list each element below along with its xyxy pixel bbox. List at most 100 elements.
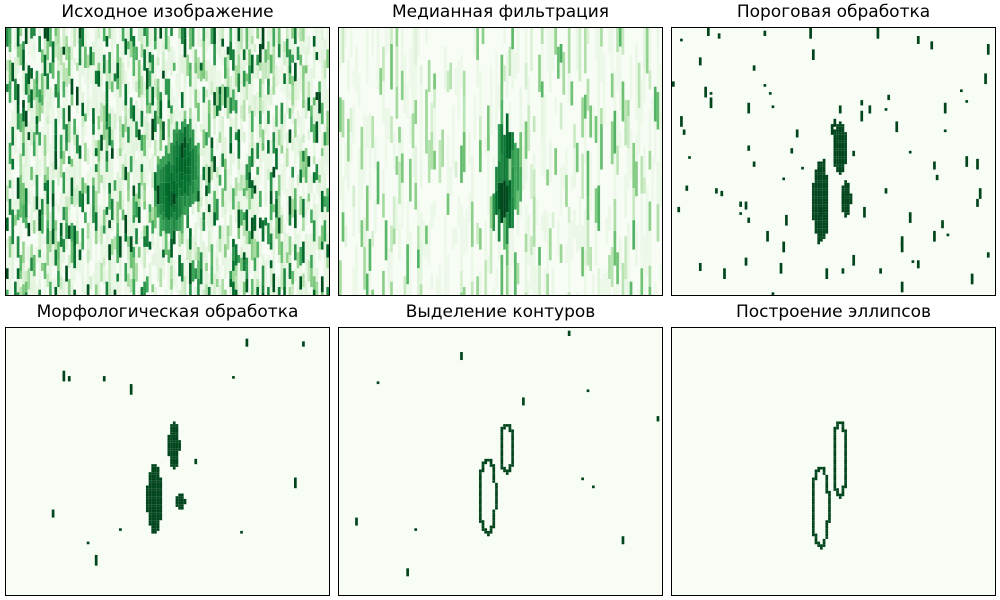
ellipse-outline-cell	[820, 466, 823, 470]
heatmap-cell	[226, 86, 230, 98]
heatmap-cell	[465, 209, 469, 253]
heatmap-cell	[830, 124, 834, 135]
heatmap-cell	[473, 28, 477, 55]
heatmap-cell	[218, 70, 222, 87]
heatmap-cell	[269, 36, 273, 55]
heatmap-cell	[253, 286, 257, 295]
heatmap-cell	[156, 185, 160, 205]
heatmap-cell	[224, 57, 227, 79]
heatmap-cell	[65, 68, 68, 87]
heatmap-cell	[248, 105, 251, 114]
heatmap-cell	[189, 118, 192, 138]
heatmap-cell	[460, 270, 463, 293]
heatmap-cell	[151, 254, 155, 266]
heatmap-cell	[172, 268, 176, 287]
heatmap-cell	[272, 273, 276, 293]
heatmap-cell	[627, 281, 630, 295]
heatmap-cell	[820, 206, 823, 210]
heatmap-cell	[435, 276, 439, 295]
heatmap-cell	[643, 177, 646, 194]
heatmap-frame	[5, 327, 330, 596]
heatmap-cell	[175, 156, 179, 175]
heatmap-cell	[285, 140, 289, 149]
heatmap-cell	[285, 57, 289, 79]
heatmap-cell	[272, 228, 276, 250]
heatmap-cell	[167, 437, 171, 441]
ellipse-outline-cell	[844, 480, 847, 483]
heatmap-cell	[318, 174, 321, 183]
heatmap-cell	[11, 89, 15, 103]
heatmap-cell	[154, 97, 157, 111]
heatmap-cell	[430, 102, 434, 133]
heatmap-cell	[302, 121, 305, 135]
heatmap-cell	[127, 126, 130, 143]
heatmap-cell	[535, 265, 539, 293]
heatmap-cell	[207, 84, 211, 101]
heatmap-cell	[148, 496, 152, 499]
heatmap-cell	[183, 498, 187, 502]
heatmap-cell	[310, 254, 313, 269]
heatmap-cell	[189, 137, 192, 151]
heatmap-cell	[234, 132, 238, 141]
heatmap-cell	[323, 145, 327, 162]
heatmap-cell	[841, 124, 845, 127]
heatmap-cell	[178, 230, 181, 247]
heatmap-cell	[172, 260, 176, 269]
heatmap-cell	[127, 260, 130, 274]
heatmap-cell	[933, 161, 936, 170]
heatmap-cell	[59, 204, 63, 223]
heatmap-cell	[8, 276, 12, 287]
heatmap-cell	[310, 89, 313, 106]
heatmap-cell	[264, 118, 268, 135]
ellipse-outline-cell	[833, 426, 837, 430]
heatmap-cell	[124, 214, 128, 234]
ellipse-outline-cell	[511, 429, 514, 433]
heatmap-cell	[35, 70, 39, 85]
heatmap-cell	[841, 161, 845, 165]
ellipse-outline-cell	[841, 426, 845, 430]
heatmap-cell	[820, 222, 823, 226]
heatmap-cell	[156, 252, 160, 263]
heatmap-cell	[197, 174, 200, 191]
heatmap-cell	[554, 97, 558, 114]
heatmap-cell	[121, 124, 125, 138]
heatmap-cell	[178, 38, 181, 58]
heatmap-cell	[186, 228, 190, 239]
heatmap-cell	[178, 196, 181, 218]
heatmap-cell	[242, 70, 246, 87]
heatmap-cell	[302, 273, 305, 287]
heatmap-cell	[159, 249, 163, 269]
heatmap-cell	[108, 153, 111, 170]
heatmap-cell	[567, 206, 571, 223]
heatmap-cell	[280, 262, 284, 271]
heatmap-cell	[156, 116, 160, 125]
ellipse-outline-cell	[495, 485, 498, 489]
ellipse-outline-cell	[825, 474, 829, 478]
heatmap-cell	[151, 520, 155, 523]
heatmap-cell	[811, 196, 815, 199]
heatmap-cell	[92, 185, 95, 205]
heatmap-cell	[137, 182, 141, 199]
heatmap-cell	[191, 252, 195, 261]
heatmap-cell	[302, 108, 305, 122]
heatmap-cell	[256, 100, 260, 114]
heatmap-cell	[825, 204, 829, 207]
heatmap-cell	[294, 188, 297, 210]
ellipse-outline-cell	[503, 426, 506, 430]
heatmap-cell	[127, 273, 130, 287]
ellipse-outline-cell	[492, 477, 496, 481]
heatmap-cell	[532, 220, 536, 247]
heatmap-cell	[22, 49, 25, 71]
heatmap-cell	[250, 278, 254, 295]
heatmap-cell	[148, 506, 152, 510]
heatmap-cell	[92, 134, 95, 146]
heatmap-cell	[186, 54, 190, 77]
heatmap-cell	[841, 196, 845, 199]
heatmap-cell	[19, 44, 23, 66]
heatmap-cell	[323, 241, 327, 261]
heatmap-cell	[825, 217, 829, 221]
heatmap-cell	[567, 28, 571, 74]
heatmap-cell	[148, 509, 152, 513]
heatmap-cell	[156, 512, 160, 515]
heatmap-cell	[129, 198, 133, 221]
